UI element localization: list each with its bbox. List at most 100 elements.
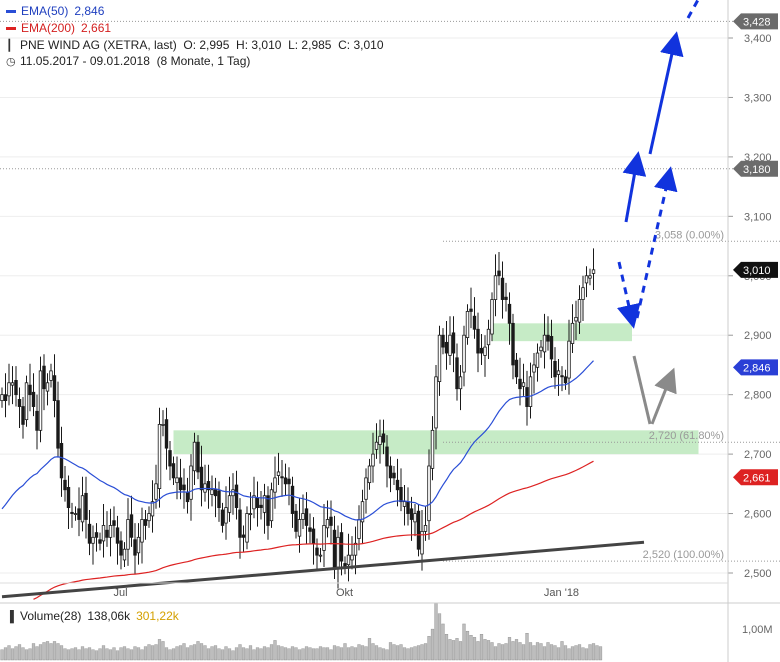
candle-body [91, 536, 95, 544]
candle-body [231, 489, 235, 497]
volume-bar [266, 647, 270, 661]
volume-bar [283, 647, 288, 661]
volume-bar [73, 647, 78, 661]
volume-bar [378, 647, 382, 661]
candle-body [171, 463, 176, 479]
volume-bar [129, 649, 134, 661]
candle-body [577, 299, 582, 323]
candle-body [521, 382, 526, 387]
candle-body [21, 406, 25, 425]
volume-bar [70, 648, 74, 661]
volume-bar [77, 649, 81, 661]
candle-body [493, 275, 498, 300]
volume-bar [59, 645, 64, 661]
volume-bar [10, 648, 15, 661]
volume-bar [315, 648, 319, 661]
volume-bar [402, 647, 407, 661]
volume-bar [192, 644, 197, 661]
volume-bar [329, 649, 333, 661]
candle-body [56, 400, 60, 449]
candle-body [42, 365, 46, 390]
candle-body [584, 275, 589, 284]
candle-body [371, 453, 375, 467]
volume-bar [539, 643, 543, 661]
volume-bar [430, 628, 435, 661]
candle-body [213, 489, 218, 497]
volume-bar [353, 647, 358, 661]
volume-bar [427, 636, 431, 661]
volume-bar [196, 641, 200, 661]
candle-body [28, 384, 32, 396]
legend-ema200: EMA(200) 2,661 [6, 21, 111, 35]
candle-body [273, 477, 277, 493]
candle-body [126, 519, 130, 550]
volume-bar [273, 640, 277, 661]
candle-body [255, 497, 260, 509]
candle-body [497, 270, 501, 277]
volume-bar [577, 644, 582, 661]
price-tick-label: 2,500 [744, 568, 772, 580]
candle-body [455, 357, 459, 390]
candle-body [10, 382, 15, 386]
volume-bar [203, 645, 207, 661]
date-range: 11.05.2017 - 09.01.2018 [20, 54, 150, 68]
price-tag [733, 359, 778, 376]
candle-body [115, 527, 120, 544]
volume-bar [528, 642, 533, 661]
price-tags: 3,428 3,180 3,010 2,846 2,661 [733, 13, 778, 486]
volume-bar [339, 647, 344, 661]
volume-bar [367, 638, 372, 661]
candle-body [458, 376, 463, 390]
candle-body [105, 529, 109, 538]
volume-bar [518, 642, 522, 661]
volume-bars [0, 602, 780, 661]
candle-body [196, 441, 200, 473]
volume-average: 301,22k [136, 609, 179, 623]
candle-body [35, 410, 39, 431]
candle-body [161, 423, 165, 426]
volume-bar [98, 648, 102, 661]
candle-body [339, 532, 344, 562]
volume-bar [84, 648, 88, 661]
volume-icon: ▐ [6, 611, 14, 623]
candle-body [143, 519, 148, 526]
candle-body [248, 513, 253, 515]
volume-bar [276, 645, 281, 661]
candle-body [224, 507, 228, 524]
price-axis: 2,5002,6002,7002,8002,9003,0003,1003,200… [727, 0, 773, 662]
volume-bar [497, 643, 501, 661]
volume-bar [206, 648, 211, 661]
volume-bar [318, 646, 323, 661]
volume-bar [444, 634, 449, 661]
candle-body [94, 532, 99, 538]
volume-bar [220, 649, 225, 661]
candle-body [252, 495, 256, 510]
candle-body [469, 308, 473, 312]
candle-body [570, 322, 575, 344]
volume-bar [3, 647, 8, 661]
volume-bar [567, 648, 571, 661]
volume-bar [14, 646, 18, 661]
volume-bar [462, 623, 466, 661]
fib-levels: 3,058 (0.00%) 2,720 (61.80%) 2,520 (100.00… [0, 20, 780, 562]
candle-body [574, 316, 578, 322]
candle-body [280, 476, 284, 479]
candle-body [518, 378, 522, 390]
volume-bar [483, 639, 487, 661]
volume-bar [45, 641, 50, 661]
volume-bar [290, 646, 295, 661]
volume-label: Volume(28) [20, 609, 82, 623]
candle-body [245, 513, 249, 543]
volume-bar [115, 650, 120, 661]
candle-body [101, 525, 106, 542]
volume-bar [553, 645, 557, 661]
volume-bar [504, 643, 508, 661]
candle-body [304, 508, 309, 526]
candle-body [98, 539, 102, 544]
candle-body [332, 529, 337, 568]
volume-bar [234, 647, 239, 661]
candle-body [266, 495, 270, 526]
volume-bar [0, 649, 4, 661]
volume-bar [143, 646, 148, 661]
volume-bar [133, 646, 137, 661]
